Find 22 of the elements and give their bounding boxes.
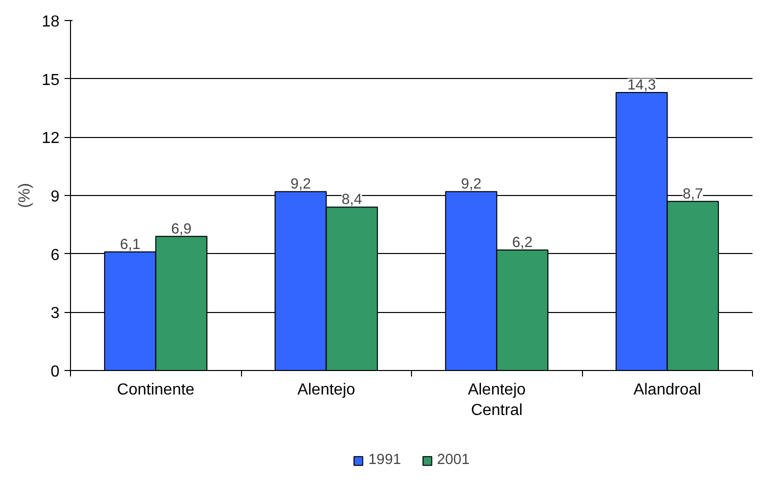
data-label: 14,3 <box>627 77 656 94</box>
data-label: 9,2 <box>460 176 482 193</box>
y-tick-label: 12 <box>42 130 60 148</box>
y-tick-label: 15 <box>42 72 60 89</box>
x-tick-label: Alentejo Central <box>468 382 526 419</box>
y-tick-label: 6 <box>50 246 60 264</box>
data-label: 6,9 <box>171 221 192 238</box>
y-tick-label: 18 <box>42 14 60 30</box>
y-axis-title: (%) <box>16 183 34 208</box>
data-label: 6,1 <box>120 236 140 253</box>
x-tick-label: Alentejo <box>297 382 356 398</box>
legend-label: 1991 <box>368 452 401 468</box>
legend-label: 2001 <box>437 452 470 468</box>
data-label: 8,4 <box>342 192 362 208</box>
x-tick-label: Alandroal <box>633 382 702 398</box>
y-tick-label: 3 <box>50 305 60 322</box>
x-tick-label: Continente <box>117 382 195 398</box>
data-label: 8,7 <box>682 186 704 202</box>
data-label: 6,2 <box>512 234 533 251</box>
y-tick-label: 9 <box>50 188 60 206</box>
y-tick-label: 0 <box>50 364 60 380</box>
data-label: 9,2 <box>290 176 311 193</box>
